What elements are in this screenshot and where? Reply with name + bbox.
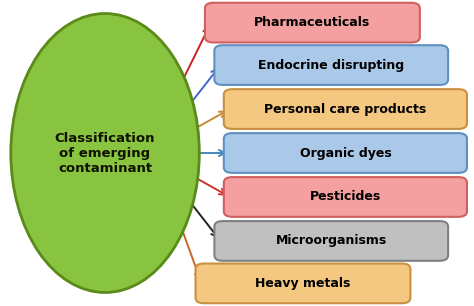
FancyBboxPatch shape [224, 177, 467, 217]
FancyBboxPatch shape [224, 89, 467, 129]
Text: Personal care products: Personal care products [264, 103, 427, 116]
Text: Microorganisms: Microorganisms [275, 234, 387, 248]
FancyBboxPatch shape [214, 221, 448, 261]
Text: Heavy metals: Heavy metals [255, 277, 351, 290]
FancyBboxPatch shape [214, 45, 448, 85]
Text: Pharmaceuticals: Pharmaceuticals [254, 16, 371, 29]
Ellipse shape [11, 13, 199, 293]
Text: Pesticides: Pesticides [310, 190, 381, 203]
Text: Classification
of emerging
contaminant: Classification of emerging contaminant [55, 132, 155, 174]
FancyBboxPatch shape [224, 133, 467, 173]
FancyBboxPatch shape [196, 263, 410, 303]
FancyBboxPatch shape [205, 3, 420, 43]
Text: Organic dyes: Organic dyes [300, 147, 391, 159]
Text: Endocrine disrupting: Endocrine disrupting [258, 58, 404, 72]
